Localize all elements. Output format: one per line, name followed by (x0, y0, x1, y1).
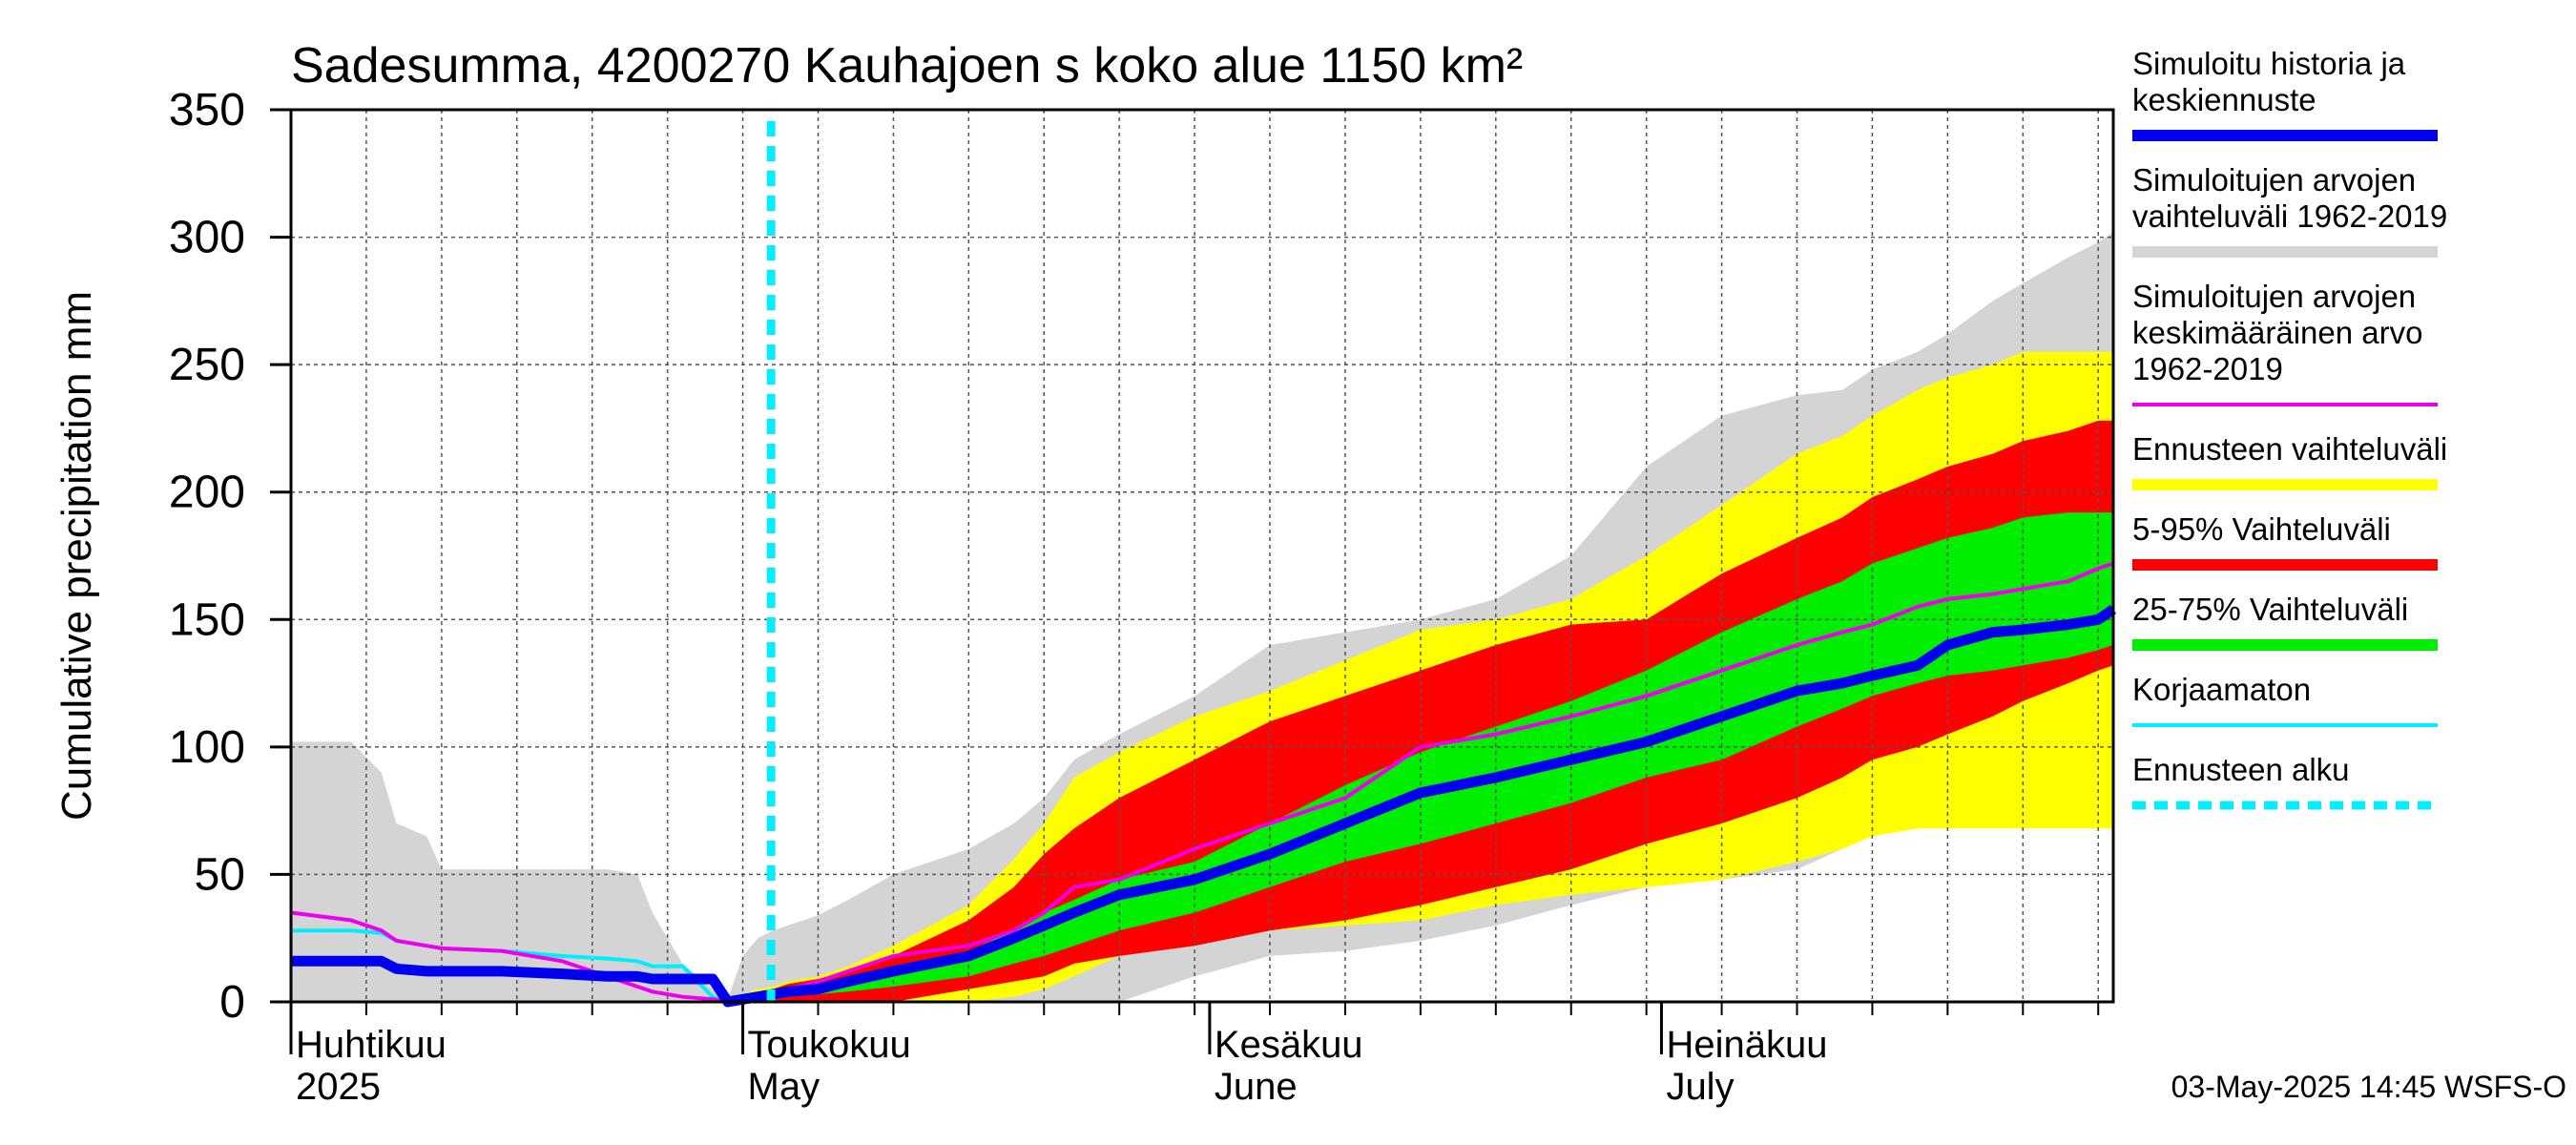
y-axis-label: Cumulative precipitation mm (53, 291, 100, 821)
month-label: Huhtikuu (296, 1024, 447, 1066)
y-tick-label: 50 (195, 849, 245, 900)
y-tick-label: 350 (169, 85, 245, 135)
legend-label: keskimääräinen arvo (2132, 315, 2422, 350)
y-tick-label: 100 (169, 722, 245, 773)
y-tick-label: 250 (169, 340, 245, 390)
plot-frame (289, 108, 2115, 1004)
legend-label: Korjaamaton (2132, 672, 2311, 707)
y-tick-label: 200 (169, 468, 245, 518)
legend-label: keskiennuste (2132, 82, 2316, 117)
month-sub-label: June (1215, 1066, 1298, 1108)
legend-label: Simuloitujen arvojen (2132, 279, 2416, 314)
legend-label: Ennusteen alku (2132, 752, 2350, 787)
legend-label: vaihteluväli 1962-2019 (2132, 198, 2447, 234)
legend-label: 1962-2019 (2132, 351, 2283, 386)
month-label: Heinäkuu (1666, 1024, 1827, 1066)
month-label: Kesäkuu (1215, 1024, 1363, 1066)
y-tick-label: 0 (219, 977, 245, 1028)
chart-title: Sadesumma, 4200270 Kauhajoen s koko alue… (291, 38, 1523, 94)
month-sub-label: 2025 (296, 1066, 381, 1108)
month-label: Toukokuu (748, 1024, 911, 1066)
footer-timestamp: 03-May-2025 14:45 WSFS-O (2171, 1070, 2566, 1104)
legend-label: Simuloitujen arvojen (2132, 162, 2416, 198)
y-tick-label: 150 (169, 594, 245, 645)
legend-label: 5-95% Vaihteluväli (2132, 511, 2391, 547)
mean-line (290, 561, 2114, 1005)
month-sub-label: May (748, 1066, 821, 1108)
month-sub-label: July (1666, 1066, 1734, 1108)
y-tick-label: 300 (169, 213, 245, 263)
legend-label: Ennusteen vaihteluväli (2132, 431, 2447, 467)
legend-label: 25-75% Vaihteluväli (2132, 592, 2408, 627)
simulated-line (291, 605, 2117, 1008)
p25-75-band (291, 512, 2113, 1002)
legend-label: Simuloitu historia ja (2132, 46, 2406, 81)
